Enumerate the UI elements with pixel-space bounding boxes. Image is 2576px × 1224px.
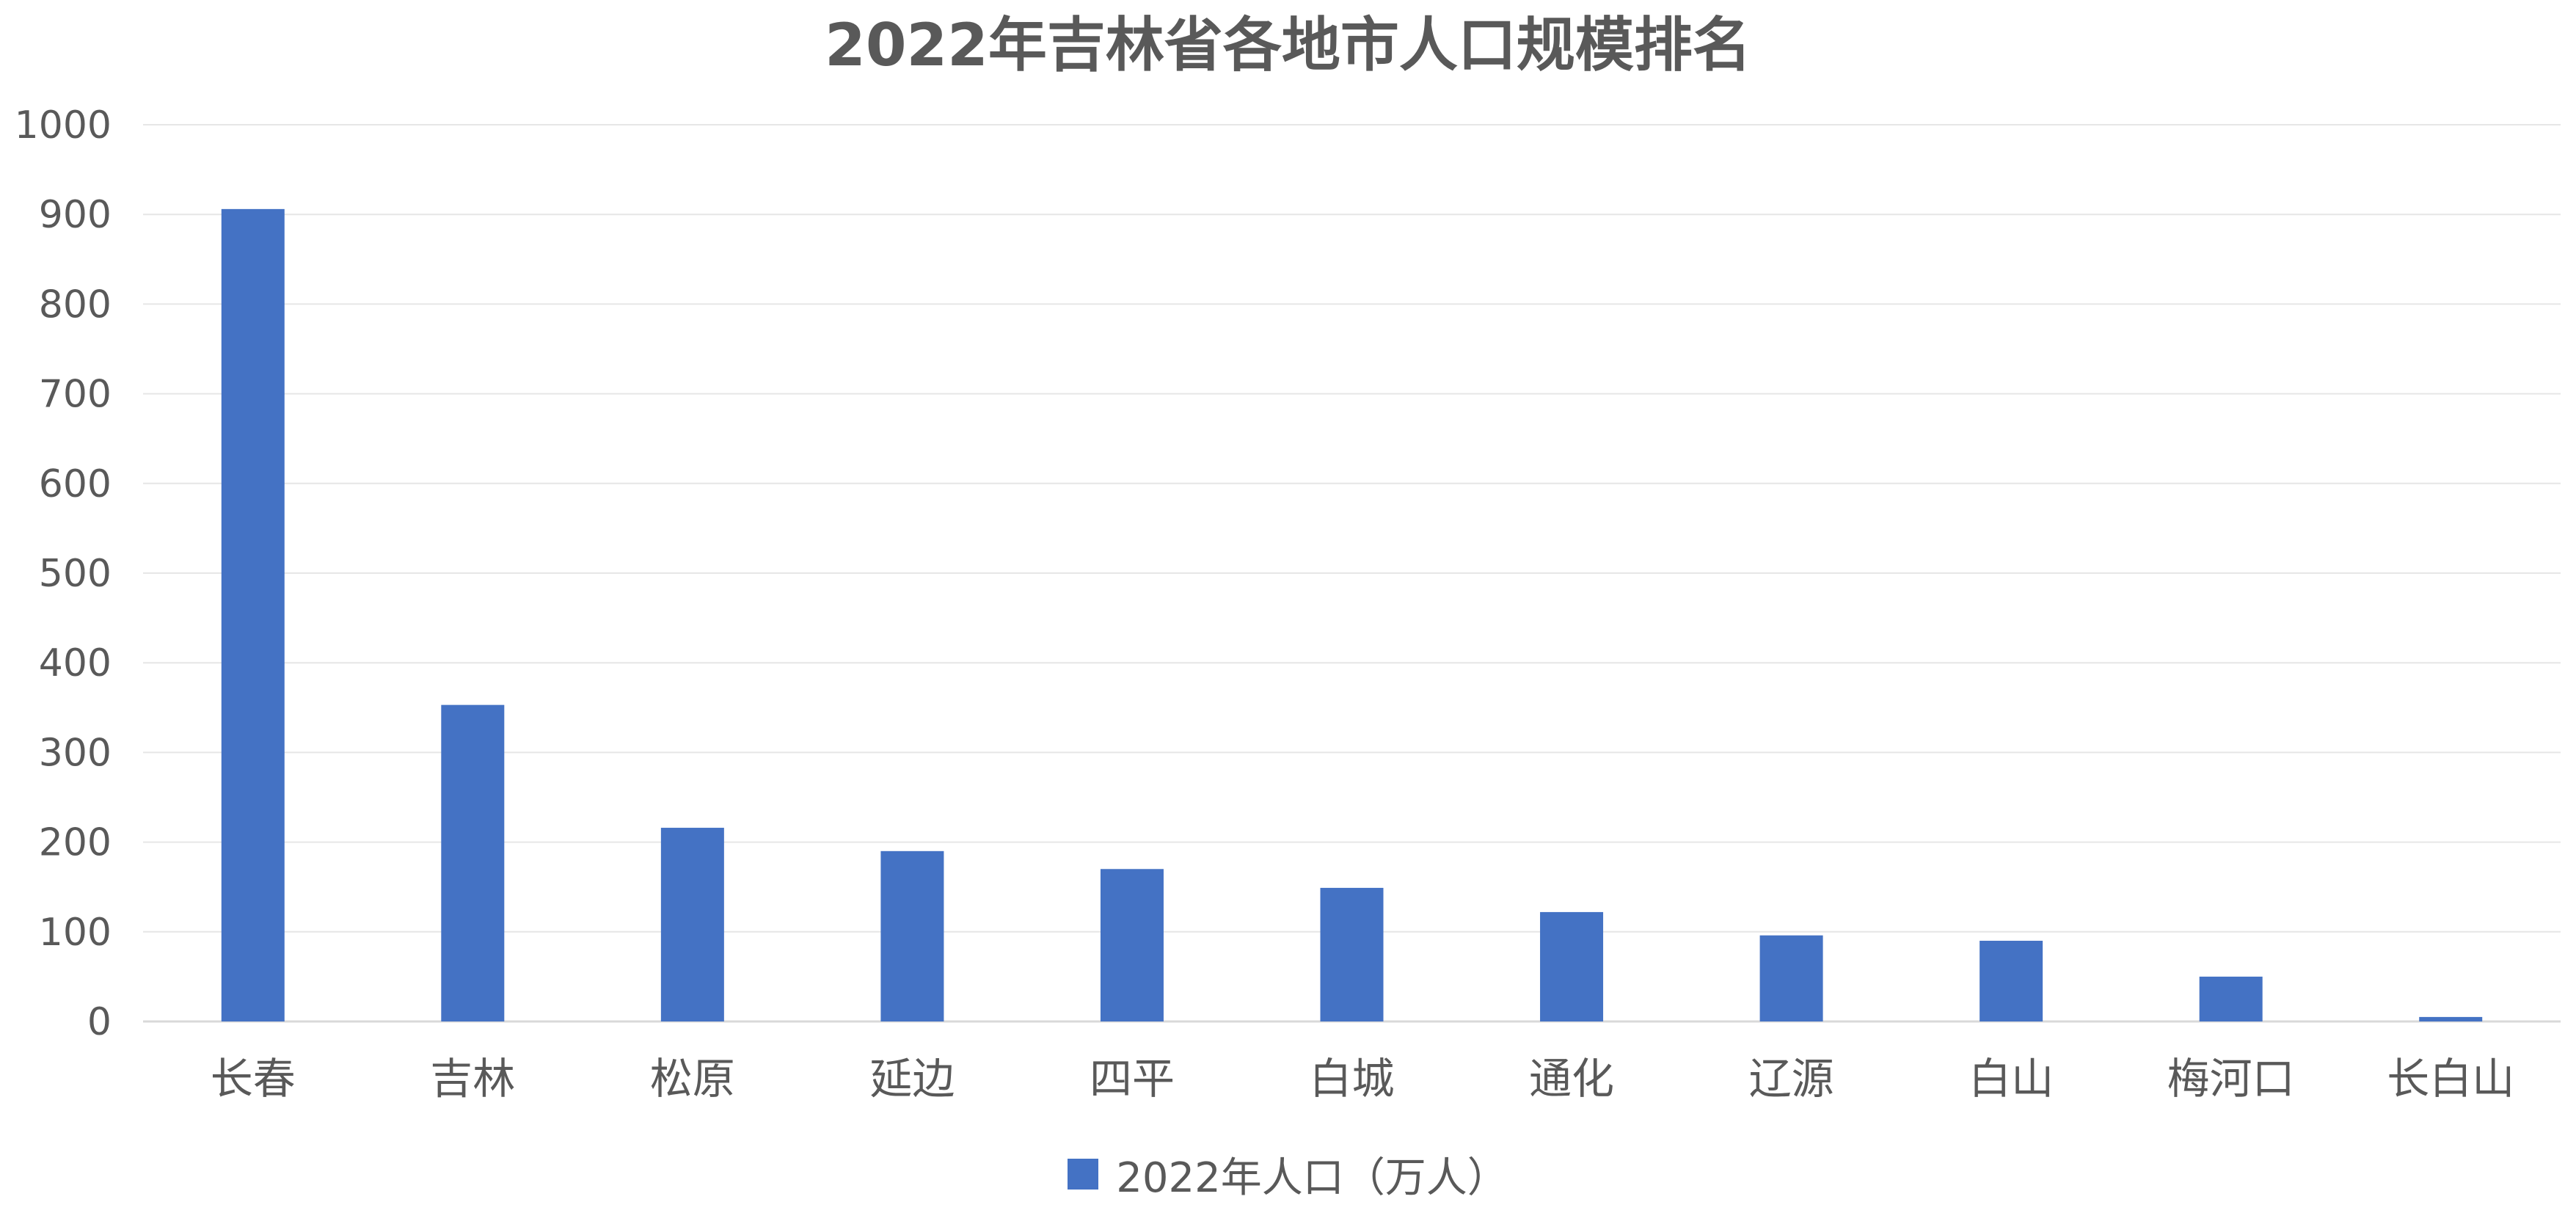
y-tick-label: 100 — [39, 911, 112, 955]
bar — [880, 850, 944, 1021]
x-tick-label: 白城 — [1309, 1054, 1394, 1104]
bar — [1320, 887, 1384, 1021]
y-tick-label: 1000 — [15, 103, 112, 147]
legend: 2022年人口（万人） — [0, 1145, 2576, 1203]
x-tick-label: 延边 — [869, 1054, 955, 1104]
legend-swatch — [1068, 1159, 1099, 1190]
y-tick-label: 800 — [39, 283, 112, 327]
x-tick-label: 辽源 — [1749, 1054, 1834, 1104]
bar — [1759, 935, 1823, 1021]
x-tick-label: 长白山 — [2387, 1054, 2514, 1104]
x-tick-label: 白山 — [1969, 1054, 2054, 1104]
x-tick-label: 吉林 — [430, 1054, 515, 1104]
bar — [1980, 941, 2043, 1021]
chart-title: 2022年吉林省各地市人口规模排名 — [825, 11, 1751, 79]
y-tick-label: 200 — [39, 821, 112, 865]
bar — [1100, 869, 1164, 1021]
y-tick-label: 0 — [87, 1000, 112, 1044]
y-tick-label: 900 — [39, 193, 112, 237]
x-tick-label: 四平 — [1090, 1054, 1175, 1104]
bar — [2419, 1016, 2483, 1021]
y-tick-label: 400 — [39, 641, 112, 685]
y-tick-label: 600 — [39, 462, 112, 506]
legend-label: 2022年人口（万人） — [1116, 1154, 1508, 1202]
x-tick-label: 通化 — [1529, 1054, 1614, 1104]
bar — [660, 828, 724, 1021]
bar — [221, 208, 285, 1021]
bar — [1540, 911, 1604, 1021]
bar — [441, 704, 505, 1021]
bar — [2199, 976, 2263, 1021]
y-tick-label: 700 — [39, 373, 112, 417]
x-tick-label: 长春 — [211, 1054, 296, 1104]
y-tick-label: 300 — [39, 731, 112, 775]
y-tick-label: 500 — [39, 552, 112, 596]
x-tick-label: 松原 — [650, 1054, 735, 1104]
x-tick-label: 梅河口 — [2167, 1054, 2295, 1104]
